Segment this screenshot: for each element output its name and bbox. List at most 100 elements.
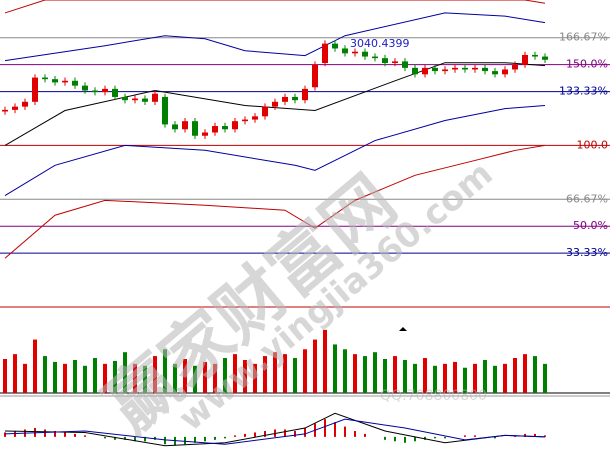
volume-bar xyxy=(483,359,487,393)
volume-bar xyxy=(93,358,97,393)
volume-bar xyxy=(213,363,217,393)
level-label: 33.33% xyxy=(566,246,608,259)
volume-bar xyxy=(63,363,67,393)
volume-bar xyxy=(353,354,357,393)
candle-body xyxy=(202,132,208,136)
candle-body xyxy=(382,58,388,64)
candle-body xyxy=(392,61,398,64)
candle-body xyxy=(182,121,188,130)
candle-body xyxy=(172,124,178,130)
candle-body xyxy=(142,98,148,102)
candle-body xyxy=(162,96,168,125)
volume-bar xyxy=(463,367,467,393)
volume-bar xyxy=(283,354,287,393)
candle-body xyxy=(152,93,158,102)
candle-body xyxy=(242,119,248,122)
band-line xyxy=(4,144,546,259)
candle-body xyxy=(352,51,358,54)
volume-bar xyxy=(453,361,457,393)
candle-body xyxy=(222,126,228,130)
candle-body xyxy=(472,67,478,70)
candle-body xyxy=(342,48,348,54)
candle-body xyxy=(102,88,108,93)
volume-bar xyxy=(43,356,47,393)
candle-body xyxy=(302,88,308,101)
volume-bar xyxy=(293,358,297,393)
candle-body xyxy=(132,98,138,101)
candle-body xyxy=(252,116,258,120)
volume-bar xyxy=(543,363,547,393)
candle-body xyxy=(82,85,88,91)
band-line xyxy=(4,62,546,146)
candle-body xyxy=(462,67,468,70)
candle-body xyxy=(522,54,528,65)
level-label: 133.33% xyxy=(559,85,608,98)
volume-bar xyxy=(23,363,27,393)
candle-body xyxy=(482,67,488,72)
candle-body xyxy=(72,80,78,86)
volume-bar xyxy=(373,352,377,393)
candle-body xyxy=(52,79,58,83)
candle-body xyxy=(212,126,218,133)
volume-bar xyxy=(233,354,237,393)
volume-bar xyxy=(113,360,117,393)
candle-body xyxy=(492,71,498,75)
candle-body xyxy=(262,106,268,117)
level-label: 150.0% xyxy=(566,58,608,71)
candle-body xyxy=(2,109,8,112)
candle-body xyxy=(192,121,198,136)
volume-bar xyxy=(443,363,447,393)
volume-bar xyxy=(503,363,507,393)
price-annotation: 3040.4399 xyxy=(350,37,410,50)
volume-bar xyxy=(73,359,77,393)
volume-bar xyxy=(303,349,307,393)
candle-body xyxy=(412,67,418,75)
candle-body xyxy=(312,64,318,88)
candle-body xyxy=(92,90,98,93)
volume-bar xyxy=(533,356,537,393)
candle-body xyxy=(282,96,288,102)
candle-body xyxy=(372,56,378,59)
candle-body xyxy=(232,121,238,130)
band-line xyxy=(4,12,546,62)
candle-body xyxy=(112,88,118,97)
volume-bar xyxy=(363,356,367,393)
candle-body xyxy=(22,101,28,107)
candle-body xyxy=(322,43,328,64)
candle-body xyxy=(432,67,438,72)
candle-body xyxy=(272,101,278,107)
band-line xyxy=(4,105,546,196)
volume-bar xyxy=(83,365,87,393)
watermark-title: 赢家财富网 xyxy=(90,160,411,448)
volume-bar xyxy=(393,356,397,393)
candle-body xyxy=(42,77,48,80)
candle-body xyxy=(502,69,508,75)
candle-body xyxy=(122,96,128,101)
level-label: 66.67% xyxy=(566,192,608,205)
candle-body xyxy=(402,61,408,68)
watermark-qq: QQ:708800800 xyxy=(380,388,487,404)
volume-bar xyxy=(433,365,437,393)
volume-bar xyxy=(403,359,407,393)
level-label: 50.0% xyxy=(573,219,608,232)
volume-bar xyxy=(263,356,267,393)
volume-bar xyxy=(223,358,227,393)
candle-body xyxy=(512,64,518,70)
volume-bar xyxy=(123,352,127,393)
candle-body xyxy=(532,54,538,57)
volume-bar xyxy=(193,365,197,393)
volume-bar xyxy=(53,361,57,393)
volume-bar xyxy=(423,358,427,393)
volume-bar xyxy=(413,363,417,393)
volume-bar xyxy=(13,354,17,393)
volume-bar xyxy=(333,344,337,393)
volume-bar xyxy=(323,329,327,393)
candle-body xyxy=(362,51,368,57)
marks: 166.67% 150.0% 133.33% 100.0 66.67% 50.0% 33.3… xyxy=(0,0,610,447)
candle-body xyxy=(32,77,38,102)
candle-body xyxy=(452,67,458,70)
volume-bar xyxy=(523,354,527,393)
candle-body xyxy=(442,69,448,72)
candle-body xyxy=(62,80,68,83)
volume-bar xyxy=(243,359,247,393)
